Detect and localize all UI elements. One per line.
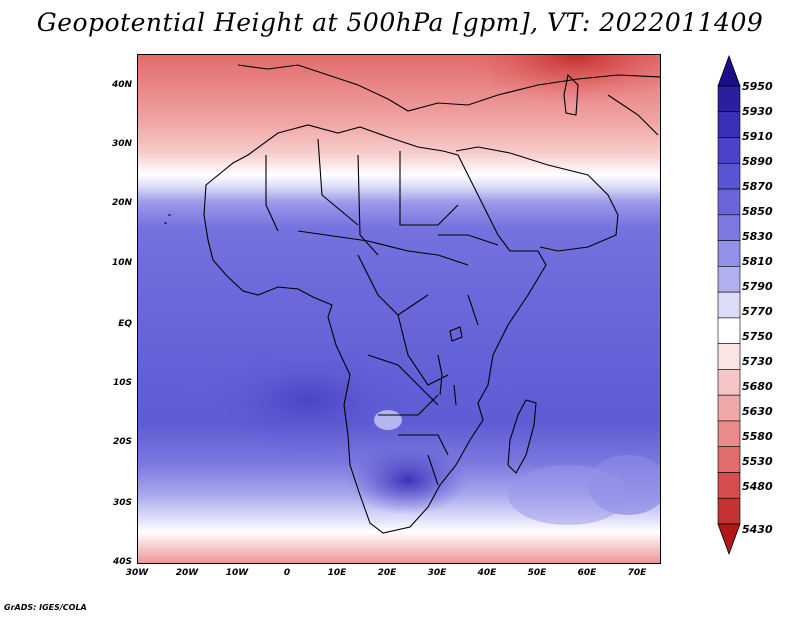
colorbar-swatch <box>717 111 741 138</box>
colorbar-label: 5770 <box>742 305 773 318</box>
lat-label-20n: 20N <box>111 198 132 208</box>
colorbar-swatch <box>717 214 741 241</box>
colorbar-swatch <box>717 446 741 473</box>
colorbar-label: 5630 <box>742 405 773 418</box>
footer-credit: GrADS: IGES/COLA <box>4 603 87 612</box>
colorbar-swatch <box>717 420 741 448</box>
colorbar-label: 5430 <box>742 523 773 536</box>
chart-title: Geopotential Height at 500hPa [gpm], VT:… <box>36 8 764 37</box>
lon-label-60e: 60E <box>577 568 597 578</box>
map-panel <box>137 54 661 564</box>
colorbar-label: 5810 <box>742 255 773 268</box>
colorbar-swatch <box>717 266 741 293</box>
lat-label-40n: 40N <box>111 80 132 90</box>
colorbar-label: 5870 <box>742 180 773 193</box>
geopotential-field-map <box>138 55 660 563</box>
colorbar-swatch <box>717 343 741 370</box>
lon-label-30e: 30E <box>427 568 447 578</box>
lat-label-30s: 30S <box>112 498 132 508</box>
colorbar-label: 5730 <box>742 355 773 368</box>
colorbar-swatch <box>717 188 741 216</box>
colorbar-swatch <box>717 85 741 113</box>
colorbar-label: 5910 <box>742 130 773 143</box>
lat-label-10s: 10S <box>112 378 132 388</box>
colorbar-label: 5930 <box>742 105 773 118</box>
colorbar-label: 5680 <box>742 380 773 393</box>
colorbar-swatch <box>717 317 741 344</box>
lon-label-50e: 50E <box>527 568 547 578</box>
colorbar-label: 5790 <box>742 280 773 293</box>
colorbar <box>717 54 741 556</box>
colorbar-swatch <box>717 497 741 525</box>
lon-label-70e: 70E <box>627 568 647 578</box>
lat-label-40s: 40S <box>112 557 132 567</box>
lon-label-30w: 30W <box>125 568 149 578</box>
colorbar-swatch <box>717 369 741 396</box>
colorbar-swatch <box>717 394 741 422</box>
lat-label-10n: 10N <box>111 258 132 268</box>
colorbar-swatch <box>717 472 741 499</box>
colorbar-swatch <box>717 162 741 190</box>
colorbar-bottom-arrow <box>717 523 741 556</box>
colorbar-label: 5890 <box>742 155 773 168</box>
lon-label-0: 0 <box>283 568 291 578</box>
lon-label-40e: 40E <box>477 568 497 578</box>
lat-label-30n: 30N <box>111 139 132 149</box>
lon-label-10e: 10E <box>327 568 347 578</box>
lon-label-10w: 10W <box>225 568 249 578</box>
colorbar-swatch <box>717 137 741 164</box>
colorbar-swatch <box>717 291 741 319</box>
lon-label-20w: 20W <box>175 568 199 578</box>
colorbar-label: 5950 <box>742 80 773 93</box>
colorbar-label: 5480 <box>742 480 773 493</box>
colorbar-label: 5530 <box>742 455 773 468</box>
africa-coastline <box>164 64 660 534</box>
colorbar-label: 5750 <box>742 330 773 343</box>
colorbar-swatch <box>717 240 741 267</box>
lat-label-20s: 20S <box>112 437 132 447</box>
colorbar-label: 5830 <box>742 230 773 243</box>
colorbar-top-arrow <box>717 54 741 87</box>
lat-label-eq: EQ <box>118 319 132 329</box>
colorbar-label: 5580 <box>742 430 773 443</box>
lon-label-20e: 20E <box>377 568 397 578</box>
colorbar-label: 5850 <box>742 205 773 218</box>
